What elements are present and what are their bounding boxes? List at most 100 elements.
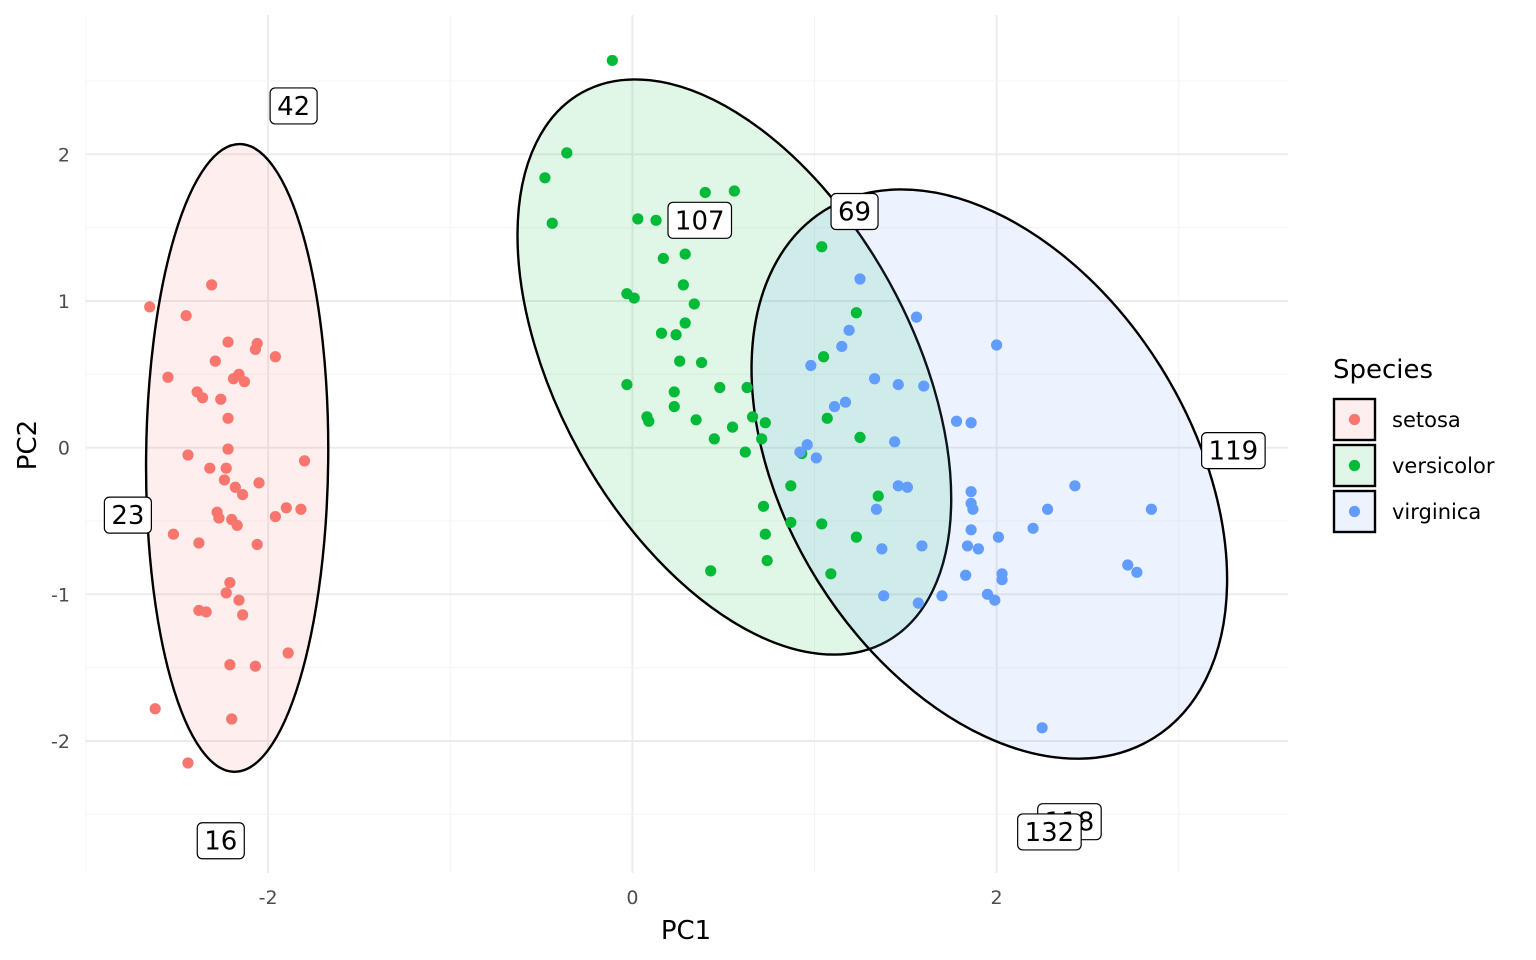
versicolor-point	[679, 248, 691, 260]
versicolor-point	[699, 186, 711, 199]
setosa-point	[237, 609, 249, 621]
observation-label: 69	[830, 192, 879, 231]
versicolor-point	[756, 433, 768, 445]
setosa-point	[231, 519, 243, 532]
y-tick-label: -2	[51, 731, 70, 753]
virginica-point	[910, 311, 923, 323]
versicolor-point	[546, 217, 558, 229]
versicolor-point	[708, 433, 720, 445]
setosa-confidence-ellipse	[144, 142, 330, 773]
observation-label: 16	[196, 822, 245, 860]
legend-item-virginica: virginica	[1332, 489, 1481, 534]
virginica-point	[1036, 722, 1048, 734]
setosa-point	[200, 606, 212, 618]
virginica-point	[892, 379, 904, 391]
versicolor-point	[677, 279, 689, 291]
virginica-point	[836, 340, 848, 353]
versicolor-point	[850, 531, 862, 543]
setosa-point	[193, 537, 205, 549]
virginica-point	[991, 339, 1003, 351]
virginica-point	[912, 597, 924, 609]
virginica-point	[936, 590, 948, 602]
versicolor-point	[606, 54, 618, 67]
versicolor-point	[761, 555, 773, 567]
virginica-point	[889, 436, 901, 448]
observation-label: 132	[1017, 813, 1082, 851]
observation-label-text: 119	[1209, 437, 1259, 467]
legend-label-setosa: setosa	[1392, 408, 1461, 432]
virginica-point	[868, 373, 881, 385]
observation-label-text: 42	[277, 92, 310, 122]
legend: Species setosa versicolor virginica	[1332, 355, 1495, 534]
grid-layer	[85, 15, 1288, 873]
virginica-point	[901, 481, 913, 493]
setosa-point	[162, 371, 174, 383]
versicolor-point	[825, 568, 837, 580]
virginica-point	[1122, 559, 1134, 571]
setosa-point	[215, 393, 227, 405]
legend-title: Species	[1333, 355, 1433, 385]
observation-label-box	[103, 496, 152, 534]
virginica-point	[1131, 566, 1143, 578]
versicolor-point	[688, 298, 700, 310]
virginica-point	[961, 540, 974, 552]
virginica-point	[960, 569, 972, 581]
label-layer: 42231610769119118132	[103, 87, 1266, 860]
versicolor-point	[655, 327, 668, 339]
observation-label: 23	[103, 496, 152, 534]
versicolor-point	[668, 386, 680, 398]
virginica-point	[972, 543, 984, 555]
setosa-point	[180, 310, 192, 322]
setosa-point	[220, 587, 232, 599]
virginica-point	[996, 574, 1008, 586]
versicolor-point	[850, 307, 862, 319]
setosa-point	[238, 376, 251, 388]
setosa-point	[182, 449, 194, 461]
observation-label-box	[269, 87, 318, 125]
observation-label-text: 107	[675, 206, 725, 236]
setosa-point	[222, 412, 234, 424]
virginica-point	[916, 540, 928, 552]
y-tick-label: -1	[51, 584, 70, 606]
virginica-point	[870, 503, 883, 515]
setosa-point	[253, 477, 265, 489]
versicolor-point	[759, 528, 771, 540]
virginica-point	[794, 446, 806, 458]
virginica-point	[801, 439, 813, 451]
virginica-point	[918, 380, 930, 392]
observation-label-text: 69	[838, 198, 871, 228]
versicolor-point	[854, 431, 866, 443]
versicolor-point	[679, 317, 691, 329]
observation-label-box	[196, 822, 245, 860]
versicolor-point	[872, 490, 884, 502]
versicolor-point	[785, 480, 797, 492]
setosa-point	[269, 510, 282, 523]
versicolor-point	[816, 518, 828, 530]
setosa-point	[298, 455, 311, 467]
legend-item-versicolor: versicolor	[1332, 443, 1495, 488]
x-tick-label: 2	[991, 887, 1003, 909]
point-layer	[144, 54, 1158, 769]
virginica-point	[965, 486, 977, 498]
virginica-point	[805, 359, 817, 372]
versicolor-point	[539, 172, 551, 184]
setosa-point	[167, 528, 180, 540]
legend-items: setosa versicolor virginica	[1332, 397, 1495, 534]
versicolor-point	[785, 516, 797, 529]
x-tick-label: 0	[626, 887, 638, 909]
versicolor-point	[746, 411, 759, 423]
setosa-point	[251, 538, 263, 551]
versicolor-point	[817, 351, 830, 363]
observation-label-box	[1201, 432, 1266, 470]
observation-label-box	[1017, 813, 1082, 851]
setosa-point	[196, 392, 209, 404]
legend-key-versicolor	[1332, 443, 1377, 488]
setosa-point	[144, 301, 156, 313]
setosa-point	[224, 659, 236, 671]
setosa-point	[204, 462, 216, 474]
versicolor-point	[757, 500, 770, 512]
observation-label: 119	[1201, 432, 1266, 470]
virginica-point	[965, 524, 977, 536]
setosa-point	[269, 351, 282, 363]
